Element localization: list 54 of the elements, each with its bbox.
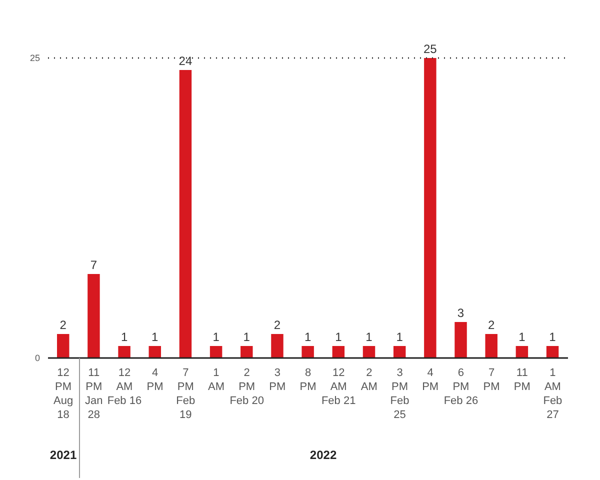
bar — [210, 346, 222, 358]
x-tick-label: 1 AM — [208, 367, 224, 393]
data-label: 2 — [274, 318, 281, 332]
x-tick-label: 2 PM Feb 20 — [230, 367, 264, 407]
x-tick-label: 7 PM — [483, 367, 500, 393]
bar — [57, 334, 70, 358]
bar — [424, 58, 436, 358]
text: 2021 — [48, 448, 78, 462]
data-label: 1 — [335, 330, 342, 344]
data-label: 1 — [366, 330, 373, 344]
data-label: 1 — [152, 330, 159, 344]
data-label: 7 — [90, 258, 98, 272]
x-tick-label: 12 PM Aug 18 — [54, 367, 74, 421]
bar — [516, 346, 528, 358]
x-tick-label: 11 PM — [514, 367, 530, 393]
x-tick-label: 3 PM Feb 25 — [390, 367, 410, 421]
x-tick-label: 4 PM — [146, 367, 164, 393]
x-tick-label: 3 PM — [269, 367, 286, 393]
data-label: 2 — [60, 318, 67, 332]
y-tick-label: 0 — [34, 353, 40, 364]
x-tick-label: 7 PM Feb 19 — [176, 367, 196, 421]
bar — [454, 322, 467, 358]
data-label: 25 — [423, 42, 438, 56]
text: 2022 — [308, 448, 338, 462]
data-label: 1 — [518, 330, 526, 344]
bar — [88, 274, 100, 358]
x-tick-label: 12 AM Feb 21 — [321, 367, 356, 407]
bar — [302, 346, 314, 358]
bar — [332, 346, 345, 358]
x-tick-label: 12 AM Feb 16 — [107, 367, 142, 407]
bar — [362, 346, 376, 358]
x-tick-label: 2 AM — [360, 367, 378, 393]
data-label: 1 — [212, 330, 220, 344]
data-label: 24 — [178, 54, 192, 68]
data-label: 1 — [304, 330, 312, 344]
data-label: 1 — [243, 330, 250, 344]
x-tick-label: 8 PM — [300, 367, 316, 393]
bar — [118, 346, 130, 358]
bar — [271, 334, 284, 358]
bar — [393, 346, 406, 358]
data-label: 1 — [396, 330, 404, 344]
x-tick-label: 1 AM Feb 27 — [543, 367, 562, 421]
x-tick-label: 6 PM Feb 26 — [444, 367, 478, 407]
x-tick-label: 11 PM Jan 28 — [85, 367, 103, 421]
bar — [485, 334, 498, 358]
data-label: 3 — [457, 306, 464, 320]
data-label: 1 — [120, 330, 128, 344]
bar — [148, 346, 161, 358]
x-tick-label: 4 PM — [422, 367, 439, 393]
bar — [179, 70, 192, 358]
data-label: 2 — [488, 318, 496, 332]
data-label: 1 — [549, 330, 556, 344]
bar — [240, 346, 253, 358]
bar — [546, 346, 559, 358]
